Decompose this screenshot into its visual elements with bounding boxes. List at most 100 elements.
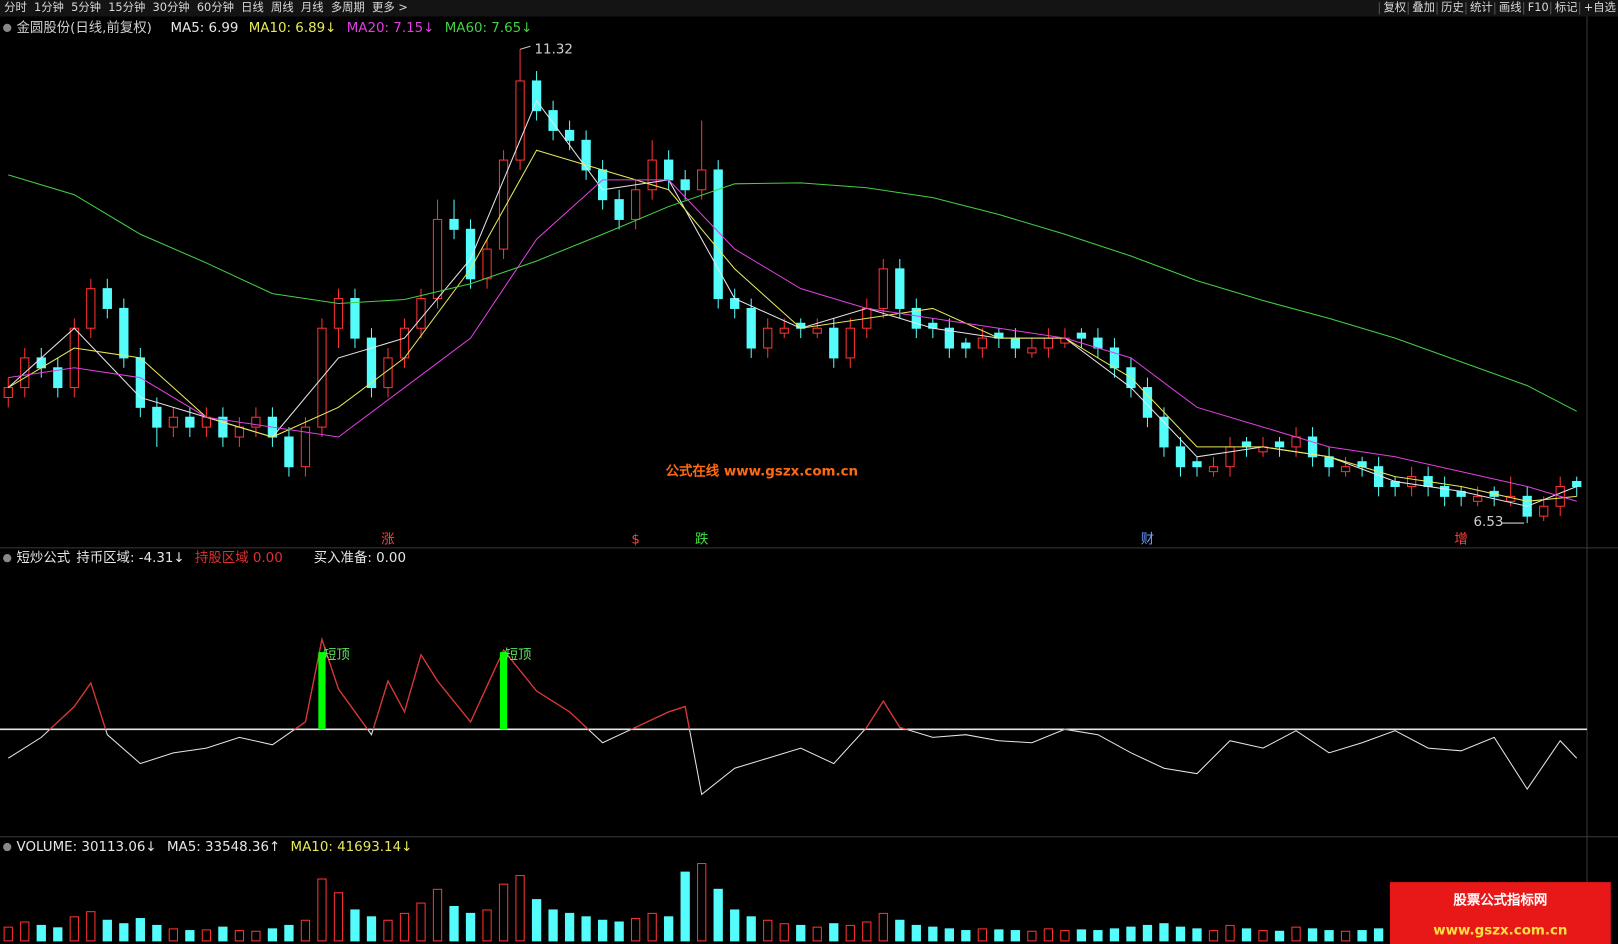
toolbar-button[interactable]: 更多 > bbox=[372, 0, 408, 14]
volume-bar bbox=[3, 926, 13, 942]
volume-bar bbox=[548, 909, 558, 942]
toolbar-button[interactable]: 5分钟 bbox=[71, 0, 101, 14]
candle-body bbox=[1142, 387, 1153, 418]
volume-bar bbox=[1208, 930, 1219, 942]
volume-bar bbox=[135, 918, 145, 942]
toolbar-button[interactable]: 分时 bbox=[4, 0, 27, 14]
toolbar-button[interactable]: 多周期 bbox=[331, 0, 365, 14]
toolbar-button[interactable]: 统计 bbox=[1470, 0, 1493, 14]
candle-body bbox=[1406, 476, 1417, 487]
candle-body bbox=[350, 298, 360, 339]
candle-body bbox=[1043, 337, 1054, 349]
badge bbox=[1389, 882, 1611, 944]
volume-bar bbox=[878, 912, 888, 942]
candle-body bbox=[647, 159, 657, 191]
volume-bar bbox=[218, 926, 228, 942]
volume-bar bbox=[829, 923, 839, 942]
volume-bar bbox=[465, 912, 476, 942]
candle-body bbox=[878, 268, 888, 309]
candle-body bbox=[911, 307, 921, 329]
watermark: 公式在线 www.gszx.com.cn bbox=[666, 462, 859, 479]
toolbar-button[interactable]: F10 bbox=[1528, 0, 1549, 14]
indicator-line bbox=[7, 637, 1578, 796]
toolbar-button[interactable]: 画线 bbox=[1499, 0, 1522, 14]
toolbar-button[interactable]: 叠加 bbox=[1412, 0, 1435, 14]
volume-bar bbox=[482, 909, 492, 942]
volume-bar bbox=[366, 916, 377, 942]
volume-bar bbox=[1076, 929, 1087, 942]
badge-url: www.gszx.com.cn bbox=[1433, 924, 1567, 939]
volume-bar bbox=[36, 924, 46, 942]
candle-body bbox=[944, 327, 954, 349]
candle-body bbox=[548, 110, 558, 131]
volume-bar bbox=[730, 909, 740, 942]
volume-bar bbox=[1159, 923, 1169, 942]
toolbar-button[interactable]: 复权 bbox=[1383, 0, 1406, 14]
volume-bar bbox=[1109, 928, 1120, 942]
volume-bar bbox=[416, 902, 426, 942]
ma-line bbox=[8, 179, 1577, 502]
toolbar-button[interactable]: 1分钟 bbox=[34, 0, 64, 14]
high-pointer bbox=[519, 45, 531, 50]
candle-body bbox=[185, 416, 195, 428]
candle-body bbox=[1175, 446, 1186, 468]
volume-bar bbox=[630, 918, 641, 942]
candle-body bbox=[1027, 347, 1037, 354]
candle-body bbox=[1159, 416, 1169, 448]
candle-body bbox=[581, 139, 591, 171]
signal-label: 短顶 bbox=[323, 647, 350, 663]
toolbar-button[interactable]: 日线 bbox=[241, 0, 264, 14]
candle-body bbox=[1093, 337, 1103, 349]
event-marker: 财 bbox=[1141, 532, 1154, 548]
candle-body bbox=[697, 169, 707, 191]
volume-bar bbox=[1093, 930, 1103, 942]
candle-body bbox=[1307, 436, 1318, 458]
volume-bar bbox=[1010, 930, 1021, 942]
legend-entry: MA10: 41693.14↓ bbox=[291, 840, 413, 855]
candle-body bbox=[812, 327, 822, 334]
low-label: 6.53 bbox=[1474, 515, 1504, 530]
toolbar-button[interactable]: 60分钟 bbox=[197, 0, 234, 14]
candle-body bbox=[168, 416, 179, 428]
volume-bar bbox=[961, 930, 971, 942]
volume-bar bbox=[284, 924, 294, 942]
toolbar-button[interactable]: 标记 bbox=[1555, 0, 1578, 14]
volume-bar bbox=[531, 899, 542, 942]
volume-bar bbox=[713, 888, 723, 942]
volume-bar bbox=[1043, 928, 1054, 942]
candle-body bbox=[1208, 466, 1219, 473]
candle-body bbox=[1572, 481, 1582, 487]
toolbar-button[interactable]: 月线 bbox=[301, 0, 324, 14]
candle-body bbox=[746, 307, 756, 349]
candle-body bbox=[961, 342, 971, 349]
toolbar bbox=[0, 0, 1618, 17]
candle-body bbox=[465, 228, 476, 280]
toolbar-button[interactable]: 周线 bbox=[271, 0, 294, 14]
candle-body bbox=[779, 327, 789, 334]
volume-bar bbox=[746, 916, 756, 942]
legend-entry: 买入准备: 0.00 bbox=[314, 549, 406, 566]
volume-bar bbox=[1175, 926, 1186, 942]
candle-body bbox=[845, 327, 855, 359]
toolbar-button[interactable]: +自选 bbox=[1584, 0, 1616, 14]
volume-bar bbox=[664, 916, 674, 942]
ma-line bbox=[8, 174, 1577, 412]
candle-body bbox=[763, 327, 773, 349]
volume-bar bbox=[614, 921, 624, 942]
candle-body bbox=[284, 436, 294, 468]
toolbar-button[interactable]: 历史 bbox=[1441, 0, 1464, 14]
legend-entry: 持股区域 0.00 bbox=[195, 550, 283, 566]
volume-bar bbox=[399, 912, 410, 942]
volume-bar bbox=[1027, 930, 1037, 942]
candle-body bbox=[564, 129, 575, 141]
legend-entry: MA20: 7.15↓ bbox=[347, 21, 435, 36]
volume-bar bbox=[317, 878, 327, 942]
volume-bar bbox=[911, 924, 921, 942]
candle-body bbox=[449, 218, 459, 230]
volume-bar bbox=[432, 888, 443, 942]
toolbar-button[interactable]: 30分钟 bbox=[153, 0, 190, 14]
volume-bar bbox=[333, 892, 344, 942]
candle-body bbox=[86, 288, 96, 329]
toolbar-button[interactable]: 15分钟 bbox=[108, 0, 145, 14]
